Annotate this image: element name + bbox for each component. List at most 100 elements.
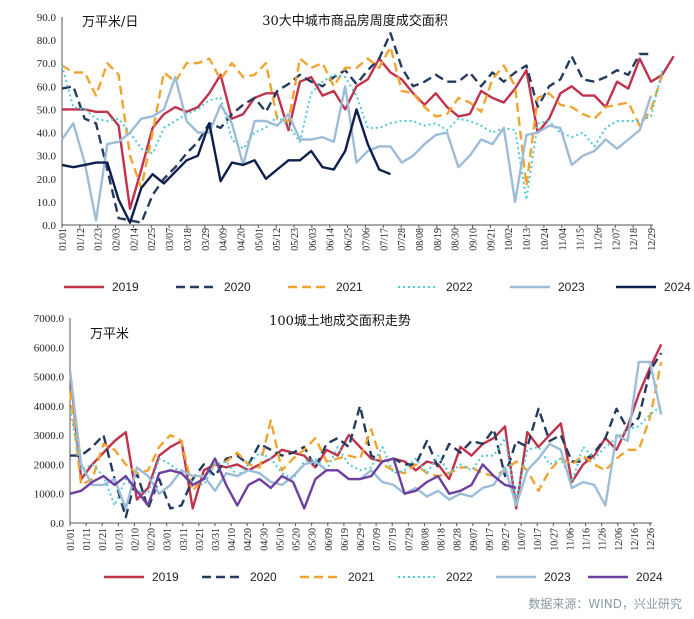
chart2-unit: 万平米 xyxy=(90,327,129,342)
x-tick-label: 08/08 xyxy=(420,528,431,551)
x-tick-label: 12/06 xyxy=(614,528,625,551)
x-tick-label: 04/20 xyxy=(243,528,254,551)
x-tick-label: 06/03 xyxy=(308,228,319,251)
x-tick-label: 06/19 xyxy=(340,528,351,551)
x-tick-label: 04/30 xyxy=(259,528,270,551)
x-tick-label: 08/28 xyxy=(453,528,464,551)
y-tick-label: 1000.0 xyxy=(34,489,65,501)
source-note: 数据来源：WIND，兴业研究 xyxy=(528,596,682,611)
x-tick-label: 05/01 xyxy=(254,228,265,251)
y-tick-label: 0.0 xyxy=(42,220,56,232)
x-tick-label: 10/24 xyxy=(540,228,551,251)
x-tick-label: 12/26 xyxy=(646,528,657,551)
series-line-2019 xyxy=(62,55,675,211)
chart-land-transaction-area: 100城土地成交面积走势 万平米 0.0 1000.0 2000.0 3000.0 40… xyxy=(34,313,663,584)
chart1-title: 30大中城市商品房周度成交面积 xyxy=(262,13,448,29)
x-tick-label: 02/14 xyxy=(129,228,140,251)
x-tick-label: 03/29 xyxy=(201,228,212,251)
x-tick-label: 07/28 xyxy=(397,228,408,251)
x-tick-label: 09/27 xyxy=(501,528,512,551)
x-tick-label: 08/19 xyxy=(433,228,444,251)
series-line-2021 xyxy=(61,45,664,190)
legend-label-2021: 2021 xyxy=(336,280,363,294)
legend-label-2023: 2023 xyxy=(544,570,571,584)
x-tick-label: 05/20 xyxy=(292,528,303,551)
y-tick-label: 4000.0 xyxy=(34,401,65,413)
legend-label-2019: 2019 xyxy=(152,570,179,584)
x-tick-label: 11/06 xyxy=(565,528,576,550)
x-tick-label: 09/10 xyxy=(469,228,480,251)
x-tick-label: 07/09 xyxy=(372,528,383,551)
x-tick-label: 10/17 xyxy=(533,528,544,551)
x-tick-label: 05/10 xyxy=(275,528,286,551)
x-tick-label: 08/08 xyxy=(415,228,426,251)
x-tick-label: 05/30 xyxy=(308,528,319,551)
y-tick-label: 5000.0 xyxy=(34,372,65,384)
x-tick-label: 09/17 xyxy=(485,528,496,551)
legend-label-2021: 2021 xyxy=(348,570,375,584)
x-tick-label: 10/27 xyxy=(549,528,560,551)
legend-label-2022: 2022 xyxy=(446,280,473,294)
x-tick-label: 09/21 xyxy=(486,228,497,251)
legend-label-2024: 2024 xyxy=(664,280,691,294)
x-tick-label: 05/12 xyxy=(272,228,283,251)
x-tick-label: 04/10 xyxy=(227,528,238,551)
x-tick-label: 03/01 xyxy=(163,528,174,551)
x-tick-label: 10/07 xyxy=(517,528,528,551)
legend-label-2019: 2019 xyxy=(112,280,139,294)
y-tick-label: 10.0 xyxy=(37,197,57,209)
chart-weekly-transaction-area: 30大中城市商品房周度成交面积 万平米/日 0.0 10.0 20.0 30.0 40.… xyxy=(37,12,691,294)
y-tick-label: 30.0 xyxy=(37,151,57,163)
x-tick-label: 01/12 xyxy=(76,228,87,251)
x-tick-label: 12/18 xyxy=(629,228,640,251)
x-tick-label: 01/23 xyxy=(94,228,105,251)
series-line-2020 xyxy=(61,32,651,224)
x-tick-label: 10/02 xyxy=(504,228,515,251)
x-tick-label: 07/06 xyxy=(361,228,372,251)
x-tick-label: 07/17 xyxy=(379,228,390,251)
x-tick-label: 11/15 xyxy=(576,228,587,250)
y-tick-label: 2000.0 xyxy=(34,459,65,471)
x-tick-label: 09/07 xyxy=(469,528,480,551)
x-tick-label: 01/01 xyxy=(66,528,77,551)
x-tick-label: 12/29 xyxy=(647,228,658,251)
legend-label-2020: 2020 xyxy=(224,280,251,294)
y-tick-label: 70.0 xyxy=(37,58,57,70)
y-tick-label: 3000.0 xyxy=(34,430,65,442)
chart2-title: 100城土地成交面积走势 xyxy=(269,313,411,329)
y-tick-label: 80.0 xyxy=(37,35,57,47)
chart1-unit: 万平米/日 xyxy=(82,15,138,30)
x-tick-label: 01/01 xyxy=(58,228,69,251)
y-tick-label: 40.0 xyxy=(37,128,57,140)
x-tick-label: 06/09 xyxy=(324,528,335,551)
x-tick-label: 02/10 xyxy=(130,528,141,551)
x-tick-label: 02/25 xyxy=(147,228,158,251)
x-tick-label: 02/20 xyxy=(147,528,158,551)
legend-label-2023: 2023 xyxy=(558,280,585,294)
legend-label-2020: 2020 xyxy=(250,570,277,584)
series-line-2020 xyxy=(70,352,663,519)
legend-label-2024: 2024 xyxy=(636,570,663,584)
x-tick-label: 12/16 xyxy=(630,528,641,551)
x-tick-label: 11/26 xyxy=(593,228,604,250)
y-tick-label: 50.0 xyxy=(37,104,57,116)
y-tick-label: 90.0 xyxy=(37,12,57,24)
x-tick-label: 12/07 xyxy=(611,228,622,251)
x-tick-label: 06/25 xyxy=(344,228,355,251)
y-tick-label: 20.0 xyxy=(37,174,57,186)
y-tick-label: 6000.0 xyxy=(34,342,65,354)
x-tick-label: 11/16 xyxy=(582,528,593,550)
y-tick-label: 0.0 xyxy=(50,518,64,530)
x-tick-label: 07/29 xyxy=(404,528,415,551)
series-line-2023 xyxy=(61,75,653,222)
series-line-2023 xyxy=(68,360,663,510)
series-line-2022 xyxy=(69,405,662,507)
y-tick-label: 7000.0 xyxy=(34,313,65,325)
x-tick-label: 04/09 xyxy=(219,228,230,251)
series-line-2019 xyxy=(68,343,663,510)
series-line-2024 xyxy=(61,108,391,224)
x-tick-label: 07/19 xyxy=(388,528,399,551)
legend-label-2022: 2022 xyxy=(446,570,473,584)
x-tick-label: 11/26 xyxy=(598,528,609,550)
